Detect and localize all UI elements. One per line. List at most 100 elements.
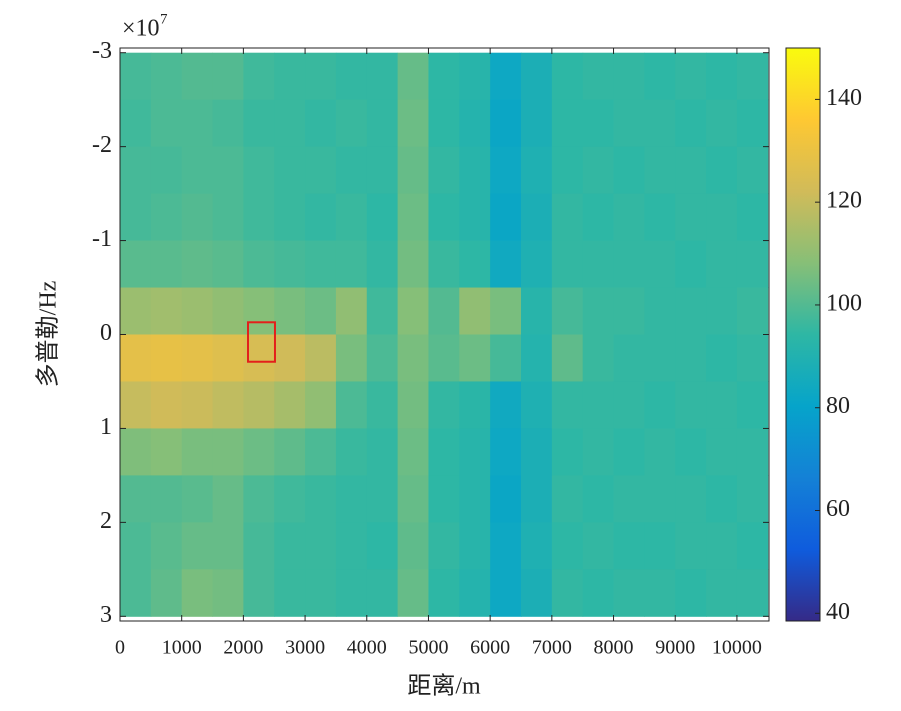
- heatmap-cell: [736, 334, 769, 382]
- heatmap-cell: [150, 381, 183, 429]
- heatmap-cell: [274, 99, 306, 148]
- annotation-box: [247, 321, 276, 363]
- y-tick-label: 3: [100, 602, 112, 628]
- heatmap-cell: [150, 475, 183, 523]
- heatmap-cell: [675, 52, 707, 101]
- y-tick-label: -2: [92, 132, 112, 158]
- heatmap-cell: [212, 52, 244, 101]
- heatmap-cell: [520, 381, 553, 429]
- heatmap-cell: [335, 428, 368, 476]
- x-tick-label: 10000: [712, 637, 762, 659]
- heatmap-cell: [736, 146, 769, 195]
- heatmap-cell: [366, 99, 399, 148]
- heatmap-cell: [551, 522, 584, 570]
- colorbar-tick-label: 100: [826, 290, 862, 316]
- heatmap-cell: [335, 146, 368, 195]
- heatmap-cell: [428, 193, 460, 242]
- heatmap-cell: [551, 334, 584, 382]
- heatmap-cell: [181, 522, 214, 570]
- heatmap-cell: [150, 522, 183, 570]
- heatmap-cell: [150, 52, 183, 101]
- heatmap-cell: [305, 193, 337, 242]
- x-tick-label: 2000: [223, 637, 263, 659]
- heatmap-cell: [305, 99, 337, 148]
- heatmap-cell: [243, 569, 275, 617]
- heatmap-cell: [397, 193, 429, 242]
- heatmap-cell: [644, 52, 676, 101]
- heatmap-cell: [706, 193, 738, 242]
- x-tick-label: 6000: [470, 637, 510, 659]
- heatmap-cell: [305, 569, 337, 617]
- heatmap-cell: [335, 334, 368, 382]
- y-multiplier: ×10: [122, 16, 160, 42]
- heatmap-cell: [582, 287, 615, 335]
- heatmap-cell: [366, 287, 399, 335]
- y-tick-label: 0: [100, 320, 112, 346]
- colorbar-tick-label: 80: [826, 393, 850, 419]
- heatmap-cell: [736, 475, 769, 523]
- heatmap-cell: [520, 52, 553, 101]
- heatmap-cell: [459, 475, 491, 523]
- y-tick-label: -1: [92, 226, 112, 252]
- heatmap-cell: [305, 381, 337, 429]
- heatmap-cell: [613, 522, 645, 570]
- heatmap-cell: [644, 522, 676, 570]
- heatmap-cell: [582, 381, 615, 429]
- heatmap-cell: [613, 99, 645, 148]
- heatmap-cell: [274, 52, 306, 101]
- heatmap-cell: [490, 52, 522, 101]
- heatmap-cell: [274, 193, 306, 242]
- heatmap-cell: [120, 52, 152, 101]
- heatmap-cell: [150, 287, 183, 335]
- heatmap-cell: [520, 569, 553, 617]
- heatmap-cell: [490, 522, 522, 570]
- heatmap-cell: [675, 334, 707, 382]
- colorbar-tick-label: 60: [826, 496, 850, 522]
- heatmap-cell: [551, 99, 584, 148]
- heatmap-cell: [551, 146, 584, 195]
- heatmap-cell: [212, 287, 244, 335]
- heatmap-cell: [520, 240, 553, 289]
- heatmap-cell: [520, 146, 553, 195]
- heatmap-cell: [274, 334, 306, 382]
- heatmap-cell: [520, 334, 553, 382]
- heatmap-cell: [582, 52, 615, 101]
- heatmap-cell: [212, 475, 244, 523]
- heatmap-cell: [397, 52, 429, 101]
- heatmap-cell: [397, 146, 429, 195]
- x-axis-label: 距离/m: [407, 673, 481, 700]
- heatmap-cell: [335, 240, 368, 289]
- heatmap-cell: [613, 381, 645, 429]
- heatmap-cell: [428, 240, 460, 289]
- x-tick-label: 3000: [285, 637, 325, 659]
- heatmap-cell: [551, 475, 584, 523]
- heatmap-cell: [243, 99, 275, 148]
- heatmap-cell: [243, 428, 275, 476]
- y-tick-label: 2: [100, 508, 112, 534]
- colorbar-tick-label: 120: [826, 188, 862, 214]
- heatmap-cell: [459, 428, 491, 476]
- heatmap-cell: [366, 522, 399, 570]
- heatmap-cell: [459, 146, 491, 195]
- x-tick-label: 4000: [347, 637, 387, 659]
- heatmap-cell: [150, 146, 183, 195]
- heatmap-cell: [212, 428, 244, 476]
- y-tick-label: 1: [100, 414, 112, 440]
- heatmap-cell: [335, 475, 368, 523]
- heatmap-cell: [675, 240, 707, 289]
- heatmap-cell: [305, 428, 337, 476]
- heatmap-cell: [366, 381, 399, 429]
- heatmap-cell: [181, 475, 214, 523]
- heatmap-cell: [274, 569, 306, 617]
- heatmap-cell: [181, 193, 214, 242]
- heatmap-cell: [582, 146, 615, 195]
- heatmap-cell: [706, 52, 738, 101]
- heatmap-cell: [490, 287, 522, 335]
- heatmap-cell: [613, 193, 645, 242]
- heatmap-cell: [644, 99, 676, 148]
- heatmap-cell: [150, 240, 183, 289]
- heatmap-cell: [459, 287, 491, 335]
- heatmap-cell: [428, 334, 460, 382]
- heatmap-cell: [675, 193, 707, 242]
